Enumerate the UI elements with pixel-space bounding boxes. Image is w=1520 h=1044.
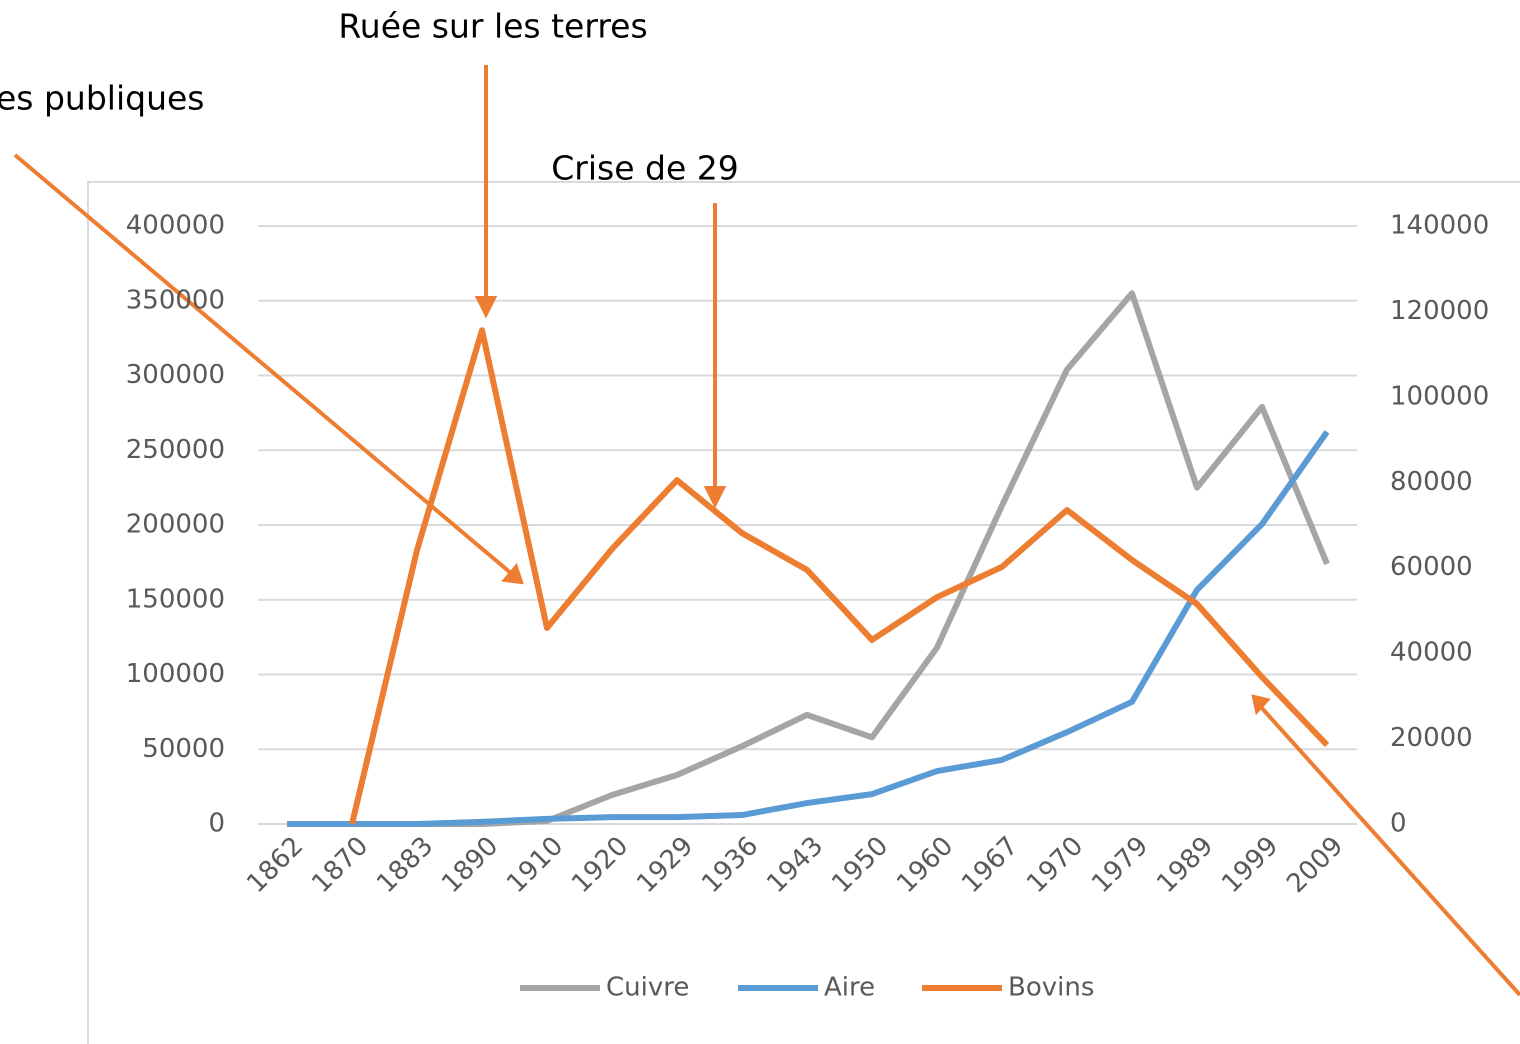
x-tick-label: 1883 [371,831,439,899]
y-tick-label: 0 [208,809,225,839]
y2-tick-label: 60000 [1390,552,1473,582]
x-tick-label: 1999 [1216,831,1284,899]
legend-label: Cuivre [606,973,689,1003]
y2-tick-label: 40000 [1390,638,1473,668]
arrow-head [501,562,524,585]
x-tick-label: 1979 [1086,831,1154,899]
y2-tick-label: 80000 [1390,467,1473,497]
annotation: Crise de 29 [551,149,739,188]
y2-tick-label: 120000 [1390,296,1489,326]
y-tick-label: 100000 [126,659,225,689]
x-tick-label: 1943 [761,831,829,899]
annotation: Ruée sur les terres [338,7,647,46]
x-tick-label: 1989 [1151,831,1219,899]
arrow-head [1251,694,1271,716]
y2-tick-label: 140000 [1390,211,1489,241]
series-line [287,430,1330,827]
y-tick-label: 250000 [126,435,225,465]
x-tick-label: 1870 [306,831,374,899]
chart-frame [87,181,1520,1044]
y-tick-label: 150000 [126,584,225,614]
arrow-head [703,486,727,509]
y-tick-label: 300000 [126,360,225,390]
x-tick-label: 1920 [566,831,634,899]
arrow [13,153,514,576]
arrow [1258,704,1520,997]
x-tick-label: 1910 [501,831,569,899]
legend-label: Bovins [1008,973,1094,1003]
x-tick-label: 1960 [891,831,959,899]
x-tick-label: 1929 [631,831,699,899]
series-line [349,327,1330,825]
x-tick-label: 2009 [1281,831,1349,899]
x-tick-label: 1950 [826,831,894,899]
annotation-arrows [13,65,1520,997]
series-line [287,290,1330,827]
y2-tick-label: 20000 [1390,723,1473,753]
x-tick-label: 1890 [436,831,504,899]
x-tick-label: 1967 [956,831,1024,899]
y2-tick-label: 100000 [1390,381,1489,411]
y-tick-label: 400000 [126,211,225,241]
y-tick-label: 200000 [126,510,225,540]
legend-label: Aire [824,973,875,1003]
y-tick-label: 350000 [126,285,225,315]
arrow-head [474,296,498,319]
x-tick-label: 1970 [1021,831,1089,899]
y-tick-label: 50000 [142,734,225,764]
x-tick-label: 1862 [241,831,309,899]
annotation: es publiques [0,79,205,118]
x-tick-label: 1936 [696,831,764,899]
y2-tick-label: 0 [1390,809,1407,839]
